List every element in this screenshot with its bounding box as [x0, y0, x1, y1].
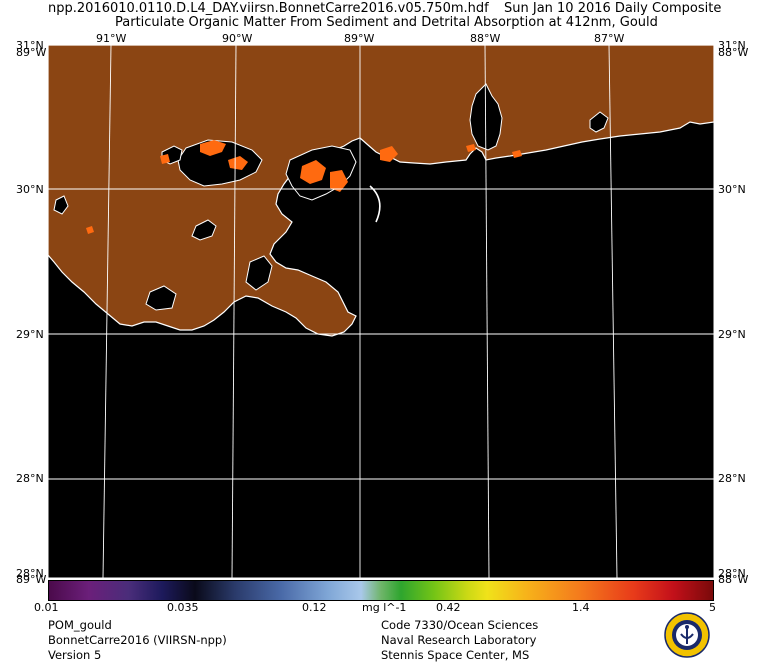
corner-br-lon: 88°W — [718, 573, 749, 586]
composite-date: Sun Jan 10 2016 Daily Composite — [504, 1, 722, 16]
footer-lab: Naval Research Laboratory — [381, 633, 537, 647]
footer-product-name: POM_gould — [48, 618, 112, 632]
lat-label-30n-right: 30°N — [718, 183, 746, 196]
barataria-bay — [245, 255, 273, 291]
high-pom-patches — [86, 140, 522, 234]
footer-code: Code 7330/Ocean Sciences — [381, 618, 539, 632]
colorbar-tick-1: 0.035 — [167, 601, 199, 614]
corner-tl-lat: 31°N — [16, 39, 44, 52]
map-frame — [47, 44, 715, 579]
colorbar-tick-4: 1.4 — [572, 601, 590, 614]
filename-title: npp.2016010.0110.D.L4_DAY.viirsn.BonnetC… — [48, 1, 489, 16]
corner-bl-lat: 28°N — [16, 567, 44, 580]
corner-tr-lat: 31°N — [718, 39, 746, 52]
colorbar-tick-5: 5 — [709, 601, 716, 614]
pensacola-bay — [589, 111, 609, 133]
graticule — [48, 44, 714, 579]
lake-salvador — [191, 219, 217, 241]
colorbar-tick-3: 0.42 — [436, 601, 461, 614]
land-mass — [47, 44, 715, 337]
lat-label-29n-left: 29°N — [16, 328, 44, 341]
lake-pontchartrain — [177, 139, 263, 187]
west-lake — [53, 195, 69, 215]
colorbar — [48, 580, 714, 601]
corner-tr-lon: 88°W — [718, 46, 749, 59]
corner-tl-lon: 89°W — [16, 46, 47, 59]
lat-label-28n-left: 28°N — [16, 472, 44, 485]
colorbar-unit: mg l^-1 — [362, 601, 407, 614]
product-title: Particulate Organic Matter From Sediment… — [115, 15, 658, 30]
colorbar-tick-2: 0.12 — [302, 601, 327, 614]
footer-version: Version 5 — [48, 648, 102, 662]
corner-br-lat: 28°N — [718, 567, 746, 580]
footer-dataset: BonnetCarre2016 (VIIRSN-npp) — [48, 633, 227, 647]
lat-label-28n-right: 28°N — [718, 472, 746, 485]
nrl-seal-icon — [664, 612, 710, 658]
lon-label-90w: 90°W — [222, 32, 253, 45]
terrebonne-bay — [145, 285, 177, 311]
lon-label-88w: 88°W — [470, 32, 501, 45]
mobile-bay — [469, 83, 503, 151]
corner-bl-lon: 89°W — [16, 573, 47, 586]
footer-location: Stennis Space Center, MS — [381, 648, 530, 662]
lat-label-30n-left: 30°N — [16, 183, 44, 196]
lon-label-87w: 87°W — [594, 32, 625, 45]
lon-label-91w: 91°W — [96, 32, 127, 45]
lon-label-89w: 89°W — [344, 32, 375, 45]
lat-label-29n-right: 29°N — [718, 328, 746, 341]
colorbar-tick-0: 0.01 — [34, 601, 59, 614]
chandeleur-islands — [369, 185, 381, 223]
